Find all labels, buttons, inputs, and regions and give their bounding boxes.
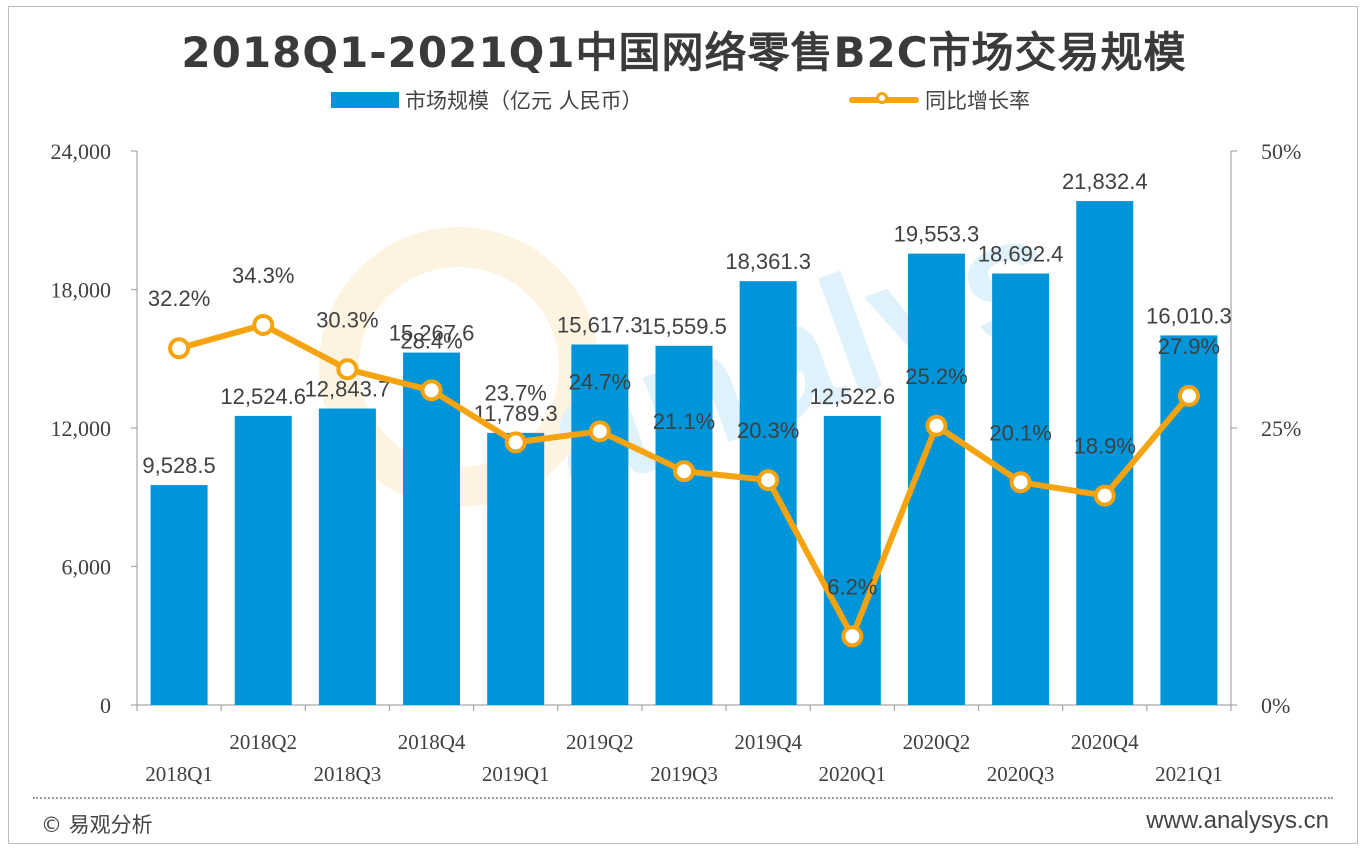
- bar-data-label: 19,553.3: [894, 222, 980, 247]
- y-right-tick-label: 0%: [1261, 693, 1290, 718]
- bar-data-label: 12,524.6: [220, 384, 306, 409]
- growth-rate-marker: [1177, 384, 1200, 407]
- y-left-tick-label: 0: [100, 693, 111, 718]
- x-tick-label: 2019Q3: [650, 762, 718, 786]
- y-left-tick-label: 24,000: [51, 139, 112, 164]
- growth-rate-data-label: 20.1%: [989, 420, 1051, 445]
- legend-line-label: 同比增长率: [925, 89, 1030, 113]
- footer-divider: [33, 797, 1333, 799]
- growth-rate-marker: [252, 313, 275, 336]
- legend-item-market-size: 市场规模（亿元 人民币）: [331, 85, 643, 115]
- x-tick-label: 2018Q4: [398, 730, 466, 754]
- x-tick-label: 2020Q2: [903, 730, 971, 754]
- bar-market-size: [487, 432, 545, 705]
- bar-market-size: [234, 415, 292, 705]
- growth-rate-data-label: 24.7%: [569, 369, 631, 394]
- growth-rate-marker: [673, 460, 695, 483]
- bar-market-size: [823, 415, 881, 705]
- combo-chart: 0 6,000 12,000 18,000 24,000 0% 25% 50% 2018Q1 20…: [51, 139, 1302, 786]
- bar-data-label: 21,832.4: [1062, 169, 1148, 194]
- x-tick-label: 2018Q3: [314, 762, 382, 786]
- x-tick-label: 2019Q4: [734, 730, 802, 754]
- bar-market-size: [739, 281, 797, 705]
- x-tick-label: 2018Q1: [145, 762, 213, 786]
- y-left-tick-label: 18,000: [51, 278, 112, 303]
- growth-rate-data-label: 21.1%: [653, 409, 715, 434]
- growth-rate-data-label: 23.7%: [484, 380, 546, 405]
- bar-market-size: [403, 352, 461, 705]
- growth-rate-marker: [841, 625, 864, 648]
- x-tick-label: 2020Q3: [987, 762, 1055, 786]
- y-right-tick-label: 25%: [1261, 416, 1301, 441]
- growth-rate-marker: [168, 337, 191, 360]
- legend-bar-label: 市场规模（亿元 人民币）: [405, 89, 643, 113]
- x-tick-label: 2020Q1: [818, 762, 886, 786]
- bar-data-label: 18,361.3: [725, 249, 811, 274]
- bar-data-label: 15,559.5: [641, 314, 727, 339]
- bar-market-size: [655, 345, 713, 705]
- bar-data-label: 18,692.4: [978, 242, 1064, 267]
- growth-rate-data-label: 6.2%: [827, 574, 877, 599]
- growth-rate-data-label: 30.3%: [316, 307, 378, 332]
- bar-data-label: 15,267.6: [389, 321, 475, 346]
- growth-rate-marker: [1009, 471, 1032, 494]
- y-right-tick-label: 50%: [1261, 139, 1301, 164]
- bar-data-label: 12,843.7: [305, 377, 391, 402]
- growth-rate-data-label: 34.3%: [232, 263, 294, 288]
- x-tick-label: 2018Q2: [229, 730, 297, 754]
- bar-market-size: [150, 485, 208, 705]
- bar-data-label: 9,528.5: [142, 453, 215, 478]
- growth-rate-data-label: 28.4%: [400, 328, 462, 353]
- bar-market-size: [318, 408, 376, 705]
- x-tick-label: 2020Q4: [1071, 730, 1139, 754]
- website-text: www.analysys.cn: [1146, 807, 1329, 834]
- bar-data-label: 16,010.3: [1146, 303, 1232, 328]
- growth-rate-marker: [757, 469, 780, 492]
- x-tick-label: 2019Q2: [566, 730, 634, 754]
- growth-rate-data-label: 18.9%: [1074, 434, 1136, 459]
- growth-rate-data-label: 20.3%: [737, 418, 799, 443]
- growth-rate-marker: [504, 431, 527, 454]
- legend-line-swatch: [849, 92, 919, 104]
- bar-market-size: [1076, 201, 1134, 705]
- legend-bar-swatch: [331, 92, 399, 108]
- copyright-text: © 易观分析: [41, 813, 153, 837]
- chart-frame: 2018Q1-2021Q1中国网络零售B2C市场交易规模 市场规模（亿元 人民币…: [8, 6, 1358, 844]
- x-tick-label: 2021Q1: [1155, 762, 1223, 786]
- chart-legend: 市场规模（亿元 人民币） 同比增长率: [9, 85, 1359, 115]
- bar-data-label: 12,522.6: [809, 384, 895, 409]
- growth-rate-marker: [336, 358, 359, 381]
- growth-rate-marker: [588, 420, 611, 443]
- growth-rate-data-label: 27.9%: [1158, 334, 1220, 359]
- y-left-tick-label: 12,000: [51, 416, 112, 441]
- x-tick-label: 2019Q1: [482, 762, 550, 786]
- legend-item-growth-rate: 同比增长率: [849, 85, 1030, 115]
- growth-rate-data-label: 25.2%: [905, 364, 967, 389]
- growth-rate-marker: [1093, 484, 1116, 507]
- growth-rate-data-label: 32.2%: [148, 286, 210, 311]
- bar-data-label: 15,617.3: [557, 313, 643, 338]
- y-left-tick-label: 6,000: [62, 555, 112, 580]
- growth-rate-marker: [925, 414, 948, 437]
- chart-title: 2018Q1-2021Q1中国网络零售B2C市场交易规模: [181, 28, 1187, 77]
- growth-rate-marker: [420, 379, 443, 402]
- bar-market-size: [571, 344, 629, 705]
